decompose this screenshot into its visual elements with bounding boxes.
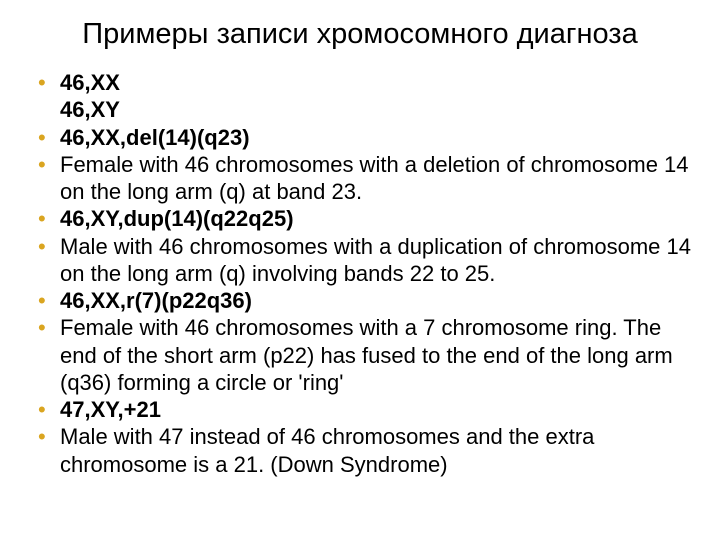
list-item-text: 47,XY,+21	[60, 397, 161, 422]
list-item-text: Male with 47 instead of 46 chromosomes a…	[60, 424, 594, 476]
list-item: Female with 46 chromosomes with a deleti…	[38, 151, 696, 206]
list-item: 46,XX,r(7)(p22q36)	[38, 287, 696, 314]
list-item: 46,ХХ46,ХY	[38, 69, 696, 124]
list-item: Male with 47 instead of 46 chromosomes a…	[38, 423, 696, 478]
list-item-text: 46,XX,r(7)(p22q36)	[60, 288, 252, 313]
bullet-list: 46,ХХ46,ХY46,XX,del(14)(q23)Female with …	[24, 69, 696, 478]
list-item-text: 46,XX,del(14)(q23)	[60, 125, 250, 150]
page-title: Примеры записи хромосомного диагноза	[24, 18, 696, 51]
list-item-text: 46,XY,dup(14)(q22q25)	[60, 206, 294, 231]
list-item-subtext: 46,ХY	[60, 96, 696, 123]
list-item: 47,XY,+21	[38, 396, 696, 423]
list-item: 46,XY,dup(14)(q22q25)	[38, 205, 696, 232]
list-item-text: Female with 46 chromosomes with a 7 chro…	[60, 315, 673, 395]
list-item-text: 46,ХХ	[60, 70, 120, 95]
list-item-text: Female with 46 chromosomes with a deleti…	[60, 152, 689, 204]
list-item: Female with 46 chromosomes with a 7 chro…	[38, 314, 696, 396]
list-item: 46,XX,del(14)(q23)	[38, 124, 696, 151]
list-item: Male with 46 chromosomes with a duplicat…	[38, 233, 696, 288]
list-item-text: Male with 46 chromosomes with a duplicat…	[60, 234, 691, 286]
